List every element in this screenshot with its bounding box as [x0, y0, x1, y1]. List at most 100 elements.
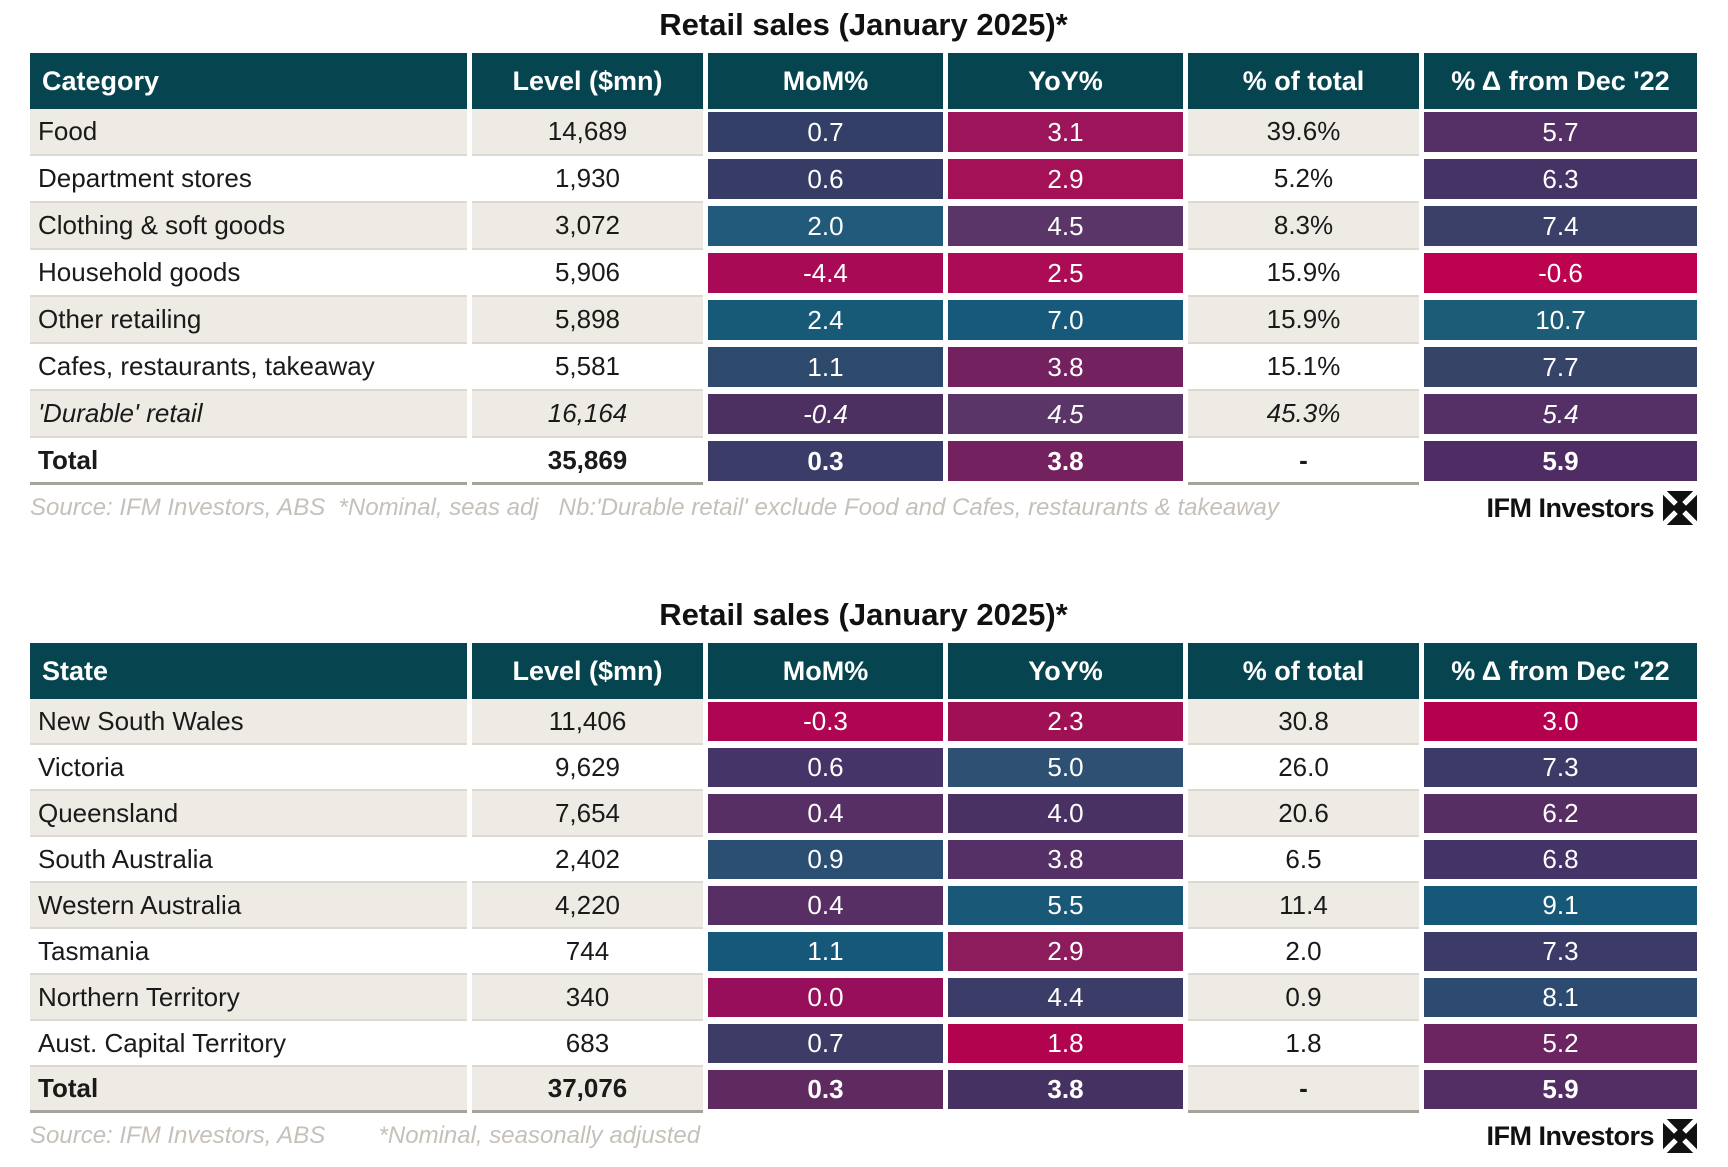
state-table-section: Retail sales (January 2025)* State Level …	[30, 596, 1728, 1154]
column-header-3: YoY%	[948, 53, 1183, 109]
yoy-heat-cell-value: 2.9	[948, 932, 1183, 971]
mom-heat-cell: 0.4	[708, 791, 943, 837]
row-label: Tasmania	[30, 929, 467, 975]
delta-heat-cell: 5.2	[1424, 1021, 1697, 1067]
level-cell: 1,930	[472, 156, 703, 203]
delta-heat-cell-value: 6.3	[1424, 159, 1697, 199]
delta-heat-cell-value: 7.3	[1424, 932, 1697, 971]
pct-of-total-cell: 2.0	[1188, 929, 1419, 975]
mom-heat-cell: 0.7	[708, 1021, 943, 1067]
level-cell: 14,689	[472, 109, 703, 156]
pct-of-total-cell: 8.3%	[1188, 203, 1419, 250]
row-label: Cafes, restaurants, takeaway	[30, 344, 467, 391]
brand-name: IFM Investors	[1486, 492, 1654, 523]
pct-of-total-cell: -	[1188, 1067, 1419, 1113]
category-heatmap-table: Category Level ($mn) MoM% YoY%% of total% Δ…	[30, 53, 1728, 485]
yoy-heat-cell-value: 5.0	[948, 748, 1183, 787]
delta-heat-cell-value: 3.0	[1424, 702, 1697, 741]
mom-heat-cell-value: -0.4	[708, 394, 943, 434]
column-header-5: % Δ from Dec '22	[1424, 53, 1697, 109]
category-source-note: Source: IFM Investors, ABS *Nominal, sea…	[30, 494, 1279, 521]
yoy-heat-cell-value: 3.8	[948, 441, 1183, 481]
delta-heat-cell: 5.7	[1424, 109, 1697, 156]
pct-of-total-cell: 0.9	[1188, 975, 1419, 1021]
mom-heat-cell-value: 1.1	[708, 932, 943, 971]
yoy-heat-cell: 2.5	[948, 250, 1183, 297]
mom-heat-cell: 0.0	[708, 975, 943, 1021]
row-label: Aust. Capital Territory	[30, 1021, 467, 1067]
yoy-heat-cell: 2.9	[948, 929, 1183, 975]
yoy-heat-cell-value: 2.3	[948, 702, 1183, 741]
delta-heat-cell: 7.3	[1424, 929, 1697, 975]
pct-of-total-cell: 30.8	[1188, 699, 1419, 745]
pct-of-total-cell: 45.3%	[1188, 391, 1419, 438]
yoy-heat-cell-value: 3.1	[948, 112, 1183, 152]
mom-heat-cell-value: 0.7	[708, 112, 943, 152]
delta-heat-cell: 6.2	[1424, 791, 1697, 837]
column-header-2: MoM%	[708, 643, 943, 699]
mom-heat-cell: 0.3	[708, 438, 943, 485]
mom-heat-cell: 0.6	[708, 745, 943, 791]
row-label: Western Australia	[30, 883, 467, 929]
column-header-5: % Δ from Dec '22	[1424, 643, 1697, 699]
delta-heat-cell-value: 7.7	[1424, 347, 1697, 387]
yoy-heat-cell-value: 1.8	[948, 1024, 1183, 1063]
level-cell: 5,906	[472, 250, 703, 297]
mom-heat-cell: 0.3	[708, 1067, 943, 1113]
row-label: Victoria	[30, 745, 467, 791]
row-label: Department stores	[30, 156, 467, 203]
mom-heat-cell: -0.3	[708, 699, 943, 745]
yoy-heat-cell: 3.1	[948, 109, 1183, 156]
level-cell: 7,654	[472, 791, 703, 837]
category-table-title: Retail sales (January 2025)*	[659, 7, 1068, 42]
column-header-4: % of total	[1188, 643, 1419, 699]
row-label: Total	[30, 1067, 467, 1113]
mom-heat-cell-value: 2.4	[708, 300, 943, 340]
mom-heat-cell: -4.4	[708, 250, 943, 297]
yoy-heat-cell: 3.8	[948, 438, 1183, 485]
level-cell: 340	[472, 975, 703, 1021]
state-table-title: Retail sales (January 2025)*	[659, 597, 1068, 632]
delta-heat-cell: 7.4	[1424, 203, 1697, 250]
mom-heat-cell: 0.6	[708, 156, 943, 203]
row-label: Total	[30, 438, 467, 485]
row-label: Clothing & soft goods	[30, 203, 467, 250]
yoy-heat-cell-value: 4.5	[948, 394, 1183, 434]
level-cell: 37,076	[472, 1067, 703, 1113]
pct-of-total-cell: 20.6	[1188, 791, 1419, 837]
mom-heat-cell-value: 0.6	[708, 159, 943, 199]
delta-heat-cell: 7.7	[1424, 344, 1697, 391]
delta-heat-cell-value: 6.8	[1424, 840, 1697, 879]
yoy-heat-cell: 1.8	[948, 1021, 1183, 1067]
mom-heat-cell-value: 1.1	[708, 347, 943, 387]
yoy-heat-cell: 5.5	[948, 883, 1183, 929]
column-header-0: State	[30, 643, 467, 699]
mom-heat-cell: 0.9	[708, 837, 943, 883]
delta-heat-cell: 7.3	[1424, 745, 1697, 791]
mom-heat-cell-value: 0.9	[708, 840, 943, 879]
column-header-2: MoM%	[708, 53, 943, 109]
delta-heat-cell: 9.1	[1424, 883, 1697, 929]
delta-heat-cell-value: 5.7	[1424, 112, 1697, 152]
pct-of-total-cell: 11.4	[1188, 883, 1419, 929]
level-cell: 4,220	[472, 883, 703, 929]
column-header-1: Level ($mn)	[472, 643, 703, 699]
yoy-heat-cell: 3.8	[948, 1067, 1183, 1113]
mom-heat-cell-value: 0.4	[708, 794, 943, 833]
brand-name: IFM Investors	[1486, 1120, 1654, 1151]
pct-of-total-cell: 39.6%	[1188, 109, 1419, 156]
delta-heat-cell: 3.0	[1424, 699, 1697, 745]
pct-of-total-cell: 15.1%	[1188, 344, 1419, 391]
delta-heat-cell-value: 5.4	[1424, 394, 1697, 434]
delta-heat-cell: 10.7	[1424, 297, 1697, 344]
mom-heat-cell-value: 0.3	[708, 1070, 943, 1109]
yoy-heat-cell: 2.3	[948, 699, 1183, 745]
delta-heat-cell-value: 5.9	[1424, 1070, 1697, 1109]
yoy-heat-cell-value: 2.9	[948, 159, 1183, 199]
mom-heat-cell: 2.4	[708, 297, 943, 344]
mom-heat-cell: 2.0	[708, 203, 943, 250]
mom-heat-cell-value: -4.4	[708, 253, 943, 293]
column-header-3: YoY%	[948, 643, 1183, 699]
level-cell: 35,869	[472, 438, 703, 485]
